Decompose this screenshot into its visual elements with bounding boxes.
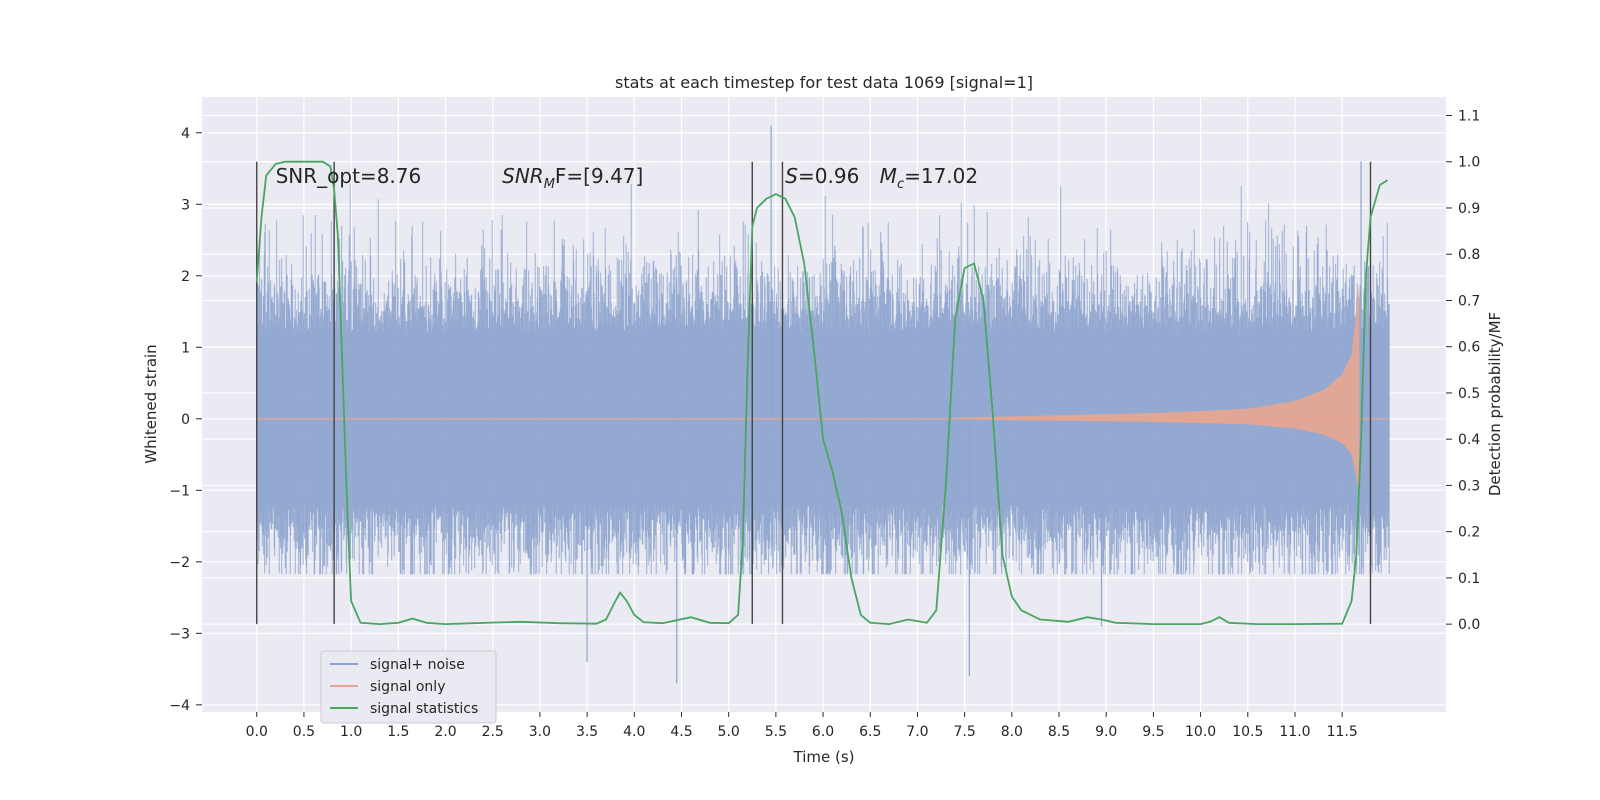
x-tick-label: 3.5: [576, 724, 598, 740]
x-tick-label: 10.5: [1232, 724, 1263, 740]
right-tick-label: 0.9: [1458, 201, 1480, 217]
legend-label-signal: signal only: [370, 679, 445, 695]
legend-label-noise: signal+ noise: [370, 657, 465, 673]
right-tick-label: 0.1: [1458, 571, 1480, 587]
chart-title: stats at each timestep for test data 106…: [615, 73, 1033, 92]
x-tick-label: 5.0: [718, 724, 740, 740]
right-tick-label: 0.6: [1458, 340, 1480, 356]
x-tick-label: 10.0: [1185, 724, 1216, 740]
right-tick-label: 0.0: [1458, 617, 1480, 633]
annotation-0: SNR_opt=8.76: [276, 164, 422, 188]
right-tick-label: 0.5: [1458, 386, 1480, 402]
x-tick-label: 11.0: [1279, 724, 1310, 740]
y-tick-label: 3: [181, 197, 190, 213]
y-tick-label: −4: [169, 698, 190, 714]
x-tick-label: 6.0: [812, 724, 834, 740]
x-tick-label: 2.5: [482, 724, 504, 740]
y-tick-label: 4: [181, 126, 190, 142]
x-tick-label: 3.0: [529, 724, 551, 740]
y-tick-label: 2: [181, 269, 190, 285]
x-tick-label: 5.5: [765, 724, 787, 740]
x-tick-label: 9.5: [1142, 724, 1164, 740]
series-signal-statistics: [255, 160, 1388, 626]
right-tick-label: 1.1: [1458, 108, 1480, 124]
right-axis-ticks: 1.1 1.0 0.9 0.8 0.7 0.6 0.5 0.4 0.3 0.2 0.1 0.0: [1446, 108, 1480, 633]
annotations: SNR_opt=8.76 SNRMF=[9.47] S=0.96 Mc=17.02: [276, 164, 979, 192]
x-tick-label: 4.0: [623, 724, 645, 740]
annotation-1: SNRMF=[9.47]: [502, 164, 643, 192]
x-axis-label: Time (s): [793, 748, 855, 766]
y-axis-label: Whitened strain: [142, 344, 160, 463]
legend-label-stats: signal statistics: [370, 701, 478, 717]
x-tick-label: 7.0: [906, 724, 928, 740]
annotation-2: S=0.96: [785, 164, 859, 188]
x-tick-label: 7.5: [954, 724, 976, 740]
y-tick-label: 0: [181, 412, 190, 428]
x-tick-label: 1.5: [387, 724, 409, 740]
legend-box: [320, 650, 497, 724]
series-signal-only: [256, 282, 1388, 494]
y-tick-label: 1: [181, 340, 190, 356]
legend: signal+ noise signal only signal statist…: [320, 650, 497, 724]
y-tick-label: −2: [169, 555, 190, 571]
right-tick-label: 1.0: [1458, 155, 1480, 171]
y-axis-ticks: 4 3 2 1 0 −1 −2 −3 −4: [169, 126, 202, 714]
x-tick-label: 0.0: [246, 724, 268, 740]
right-tick-label: 0.8: [1458, 247, 1480, 263]
right-tick-label: 0.4: [1458, 432, 1480, 448]
x-tick-label: 2.0: [434, 724, 456, 740]
right-tick-label: 0.7: [1458, 293, 1480, 309]
x-axis-ticks: 0.0 0.5 1.0 1.5 2.0 2.5 3.0 3.5 4.0 4.5 5.0 5.5 6.0 6…: [246, 712, 1358, 740]
statistics-line: [255, 160, 1388, 626]
y-tick-label: −3: [169, 626, 190, 642]
x-tick-label: 6.5: [859, 724, 881, 740]
x-tick-label: 8.5: [1048, 724, 1070, 740]
annotation-3: Mc=17.02: [880, 164, 978, 192]
x-tick-label: 11.5: [1327, 724, 1358, 740]
y-tick-label: −1: [169, 483, 190, 499]
right-axis-label: Detection probability/MF: [1486, 312, 1504, 496]
x-tick-label: 0.5: [293, 724, 315, 740]
x-tick-label: 1.0: [340, 724, 362, 740]
x-tick-label: 8.0: [1001, 724, 1023, 740]
right-tick-label: 0.3: [1458, 478, 1480, 494]
right-tick-label: 0.2: [1458, 525, 1480, 541]
x-tick-label: 9.0: [1095, 724, 1117, 740]
x-tick-label: 4.5: [670, 724, 692, 740]
